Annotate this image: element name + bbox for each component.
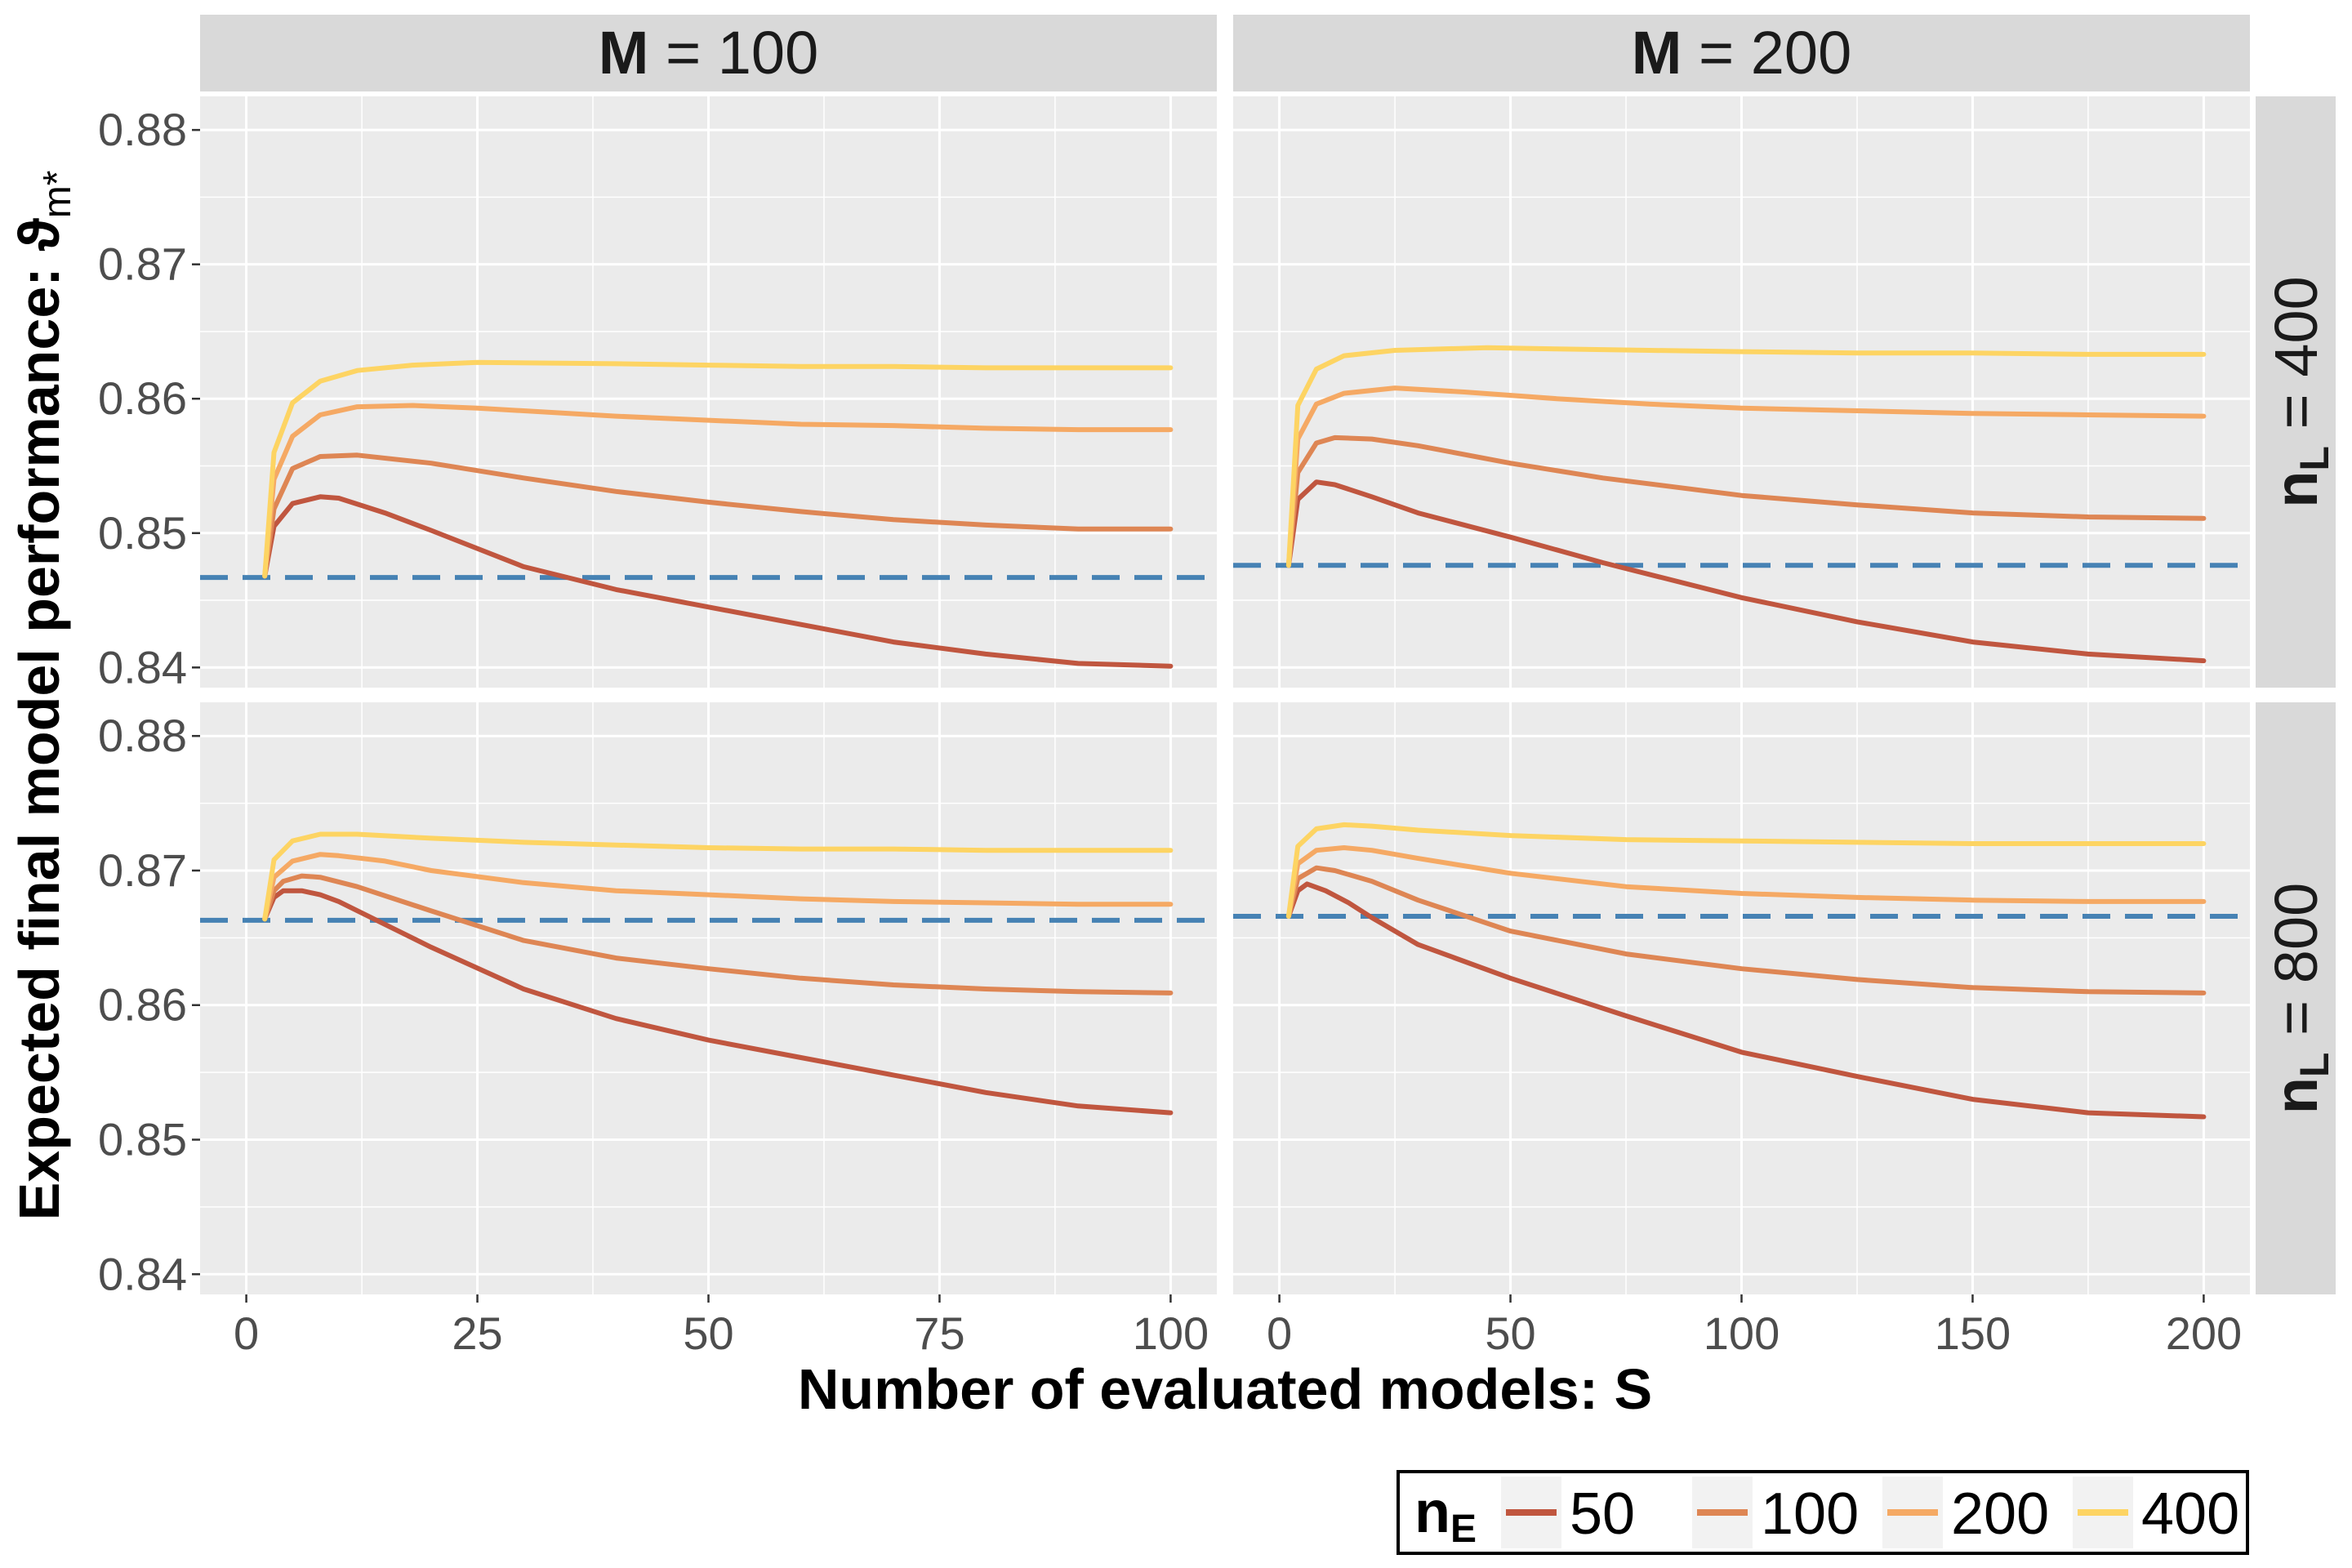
facet-label-row-1: nL = 800 [2262,883,2337,1115]
series-line-nE-100 [1285,434,2207,568]
facet-strip-row-1 [2256,702,2336,1294]
x-tick-label: 100 [1704,1307,1780,1359]
y-tick-label: 0.87 [98,238,187,290]
legend-label-400: 400 [2141,1481,2239,1547]
x-axis-title: Number of evaluated models: S [798,1357,1652,1421]
panel-3 [1233,702,2250,1294]
x-tick-label: 150 [1935,1307,2011,1359]
series-line-nE-200 [1285,385,2207,568]
facet-strip-col-0 [200,15,1217,91]
y-tick-label: 0.86 [98,372,187,424]
legend-label-100: 100 [1761,1481,1859,1547]
y-axis-title: Expected final model performance: ϑm* [7,171,79,1221]
facet-label-col-0: M = 100 [599,19,818,87]
series-line-nE-400 [262,831,1174,922]
series-line-nE-100 [262,452,1174,579]
x-tick-label: 50 [1485,1307,1535,1359]
series-line-nE-200 [262,852,1174,922]
series-line-nE-400 [262,359,1174,579]
panel-1 [1233,96,2250,688]
panel-2 [200,702,1217,1294]
legend-label-50: 50 [1570,1481,1635,1547]
series-line-nE-200 [262,403,1174,579]
x-tick-label: 0 [1267,1307,1292,1359]
x-tick-label: 75 [914,1307,964,1359]
y-tick-label: 0.85 [98,1114,187,1165]
legend-title: nE [1414,1480,1477,1551]
y-tick-label: 0.86 [98,979,187,1031]
x-tick-label: 100 [1133,1307,1209,1359]
series-line-nE-100 [1285,865,2207,996]
y-tick-label: 0.87 [98,844,187,896]
y-tick-label: 0.88 [98,710,187,761]
series-line-nE-100 [262,873,1174,996]
facet-label-row-0: nL = 400 [2262,276,2337,508]
x-tick-label: 50 [683,1307,733,1359]
series-line-nE-50 [262,888,1174,1116]
facet-strip-row-0 [2256,96,2336,688]
series-line-nE-50 [1285,881,2207,1120]
panel-0 [200,96,1217,688]
y-tick-label: 0.88 [98,104,187,155]
x-tick-label: 0 [234,1307,259,1359]
x-tick-label: 25 [452,1307,502,1359]
series-line-nE-400 [1285,345,2207,568]
x-tick-label: 200 [2166,1307,2242,1359]
y-tick-label: 0.85 [98,507,187,559]
series-line-nE-200 [1285,845,2207,919]
legend-label-200: 200 [1951,1481,2049,1547]
y-tick-label: 0.84 [98,1248,187,1299]
y-tick-label: 0.84 [98,641,187,693]
series-line-nE-400 [1285,822,2207,919]
facet-label-col-1: M = 200 [1632,19,1851,87]
series-line-nE-50 [1285,479,2207,664]
facet-strip-col-1 [1233,15,2250,91]
series-line-nE-50 [262,494,1174,669]
legend: nE 50 100 200 400 [1396,1470,2249,1555]
